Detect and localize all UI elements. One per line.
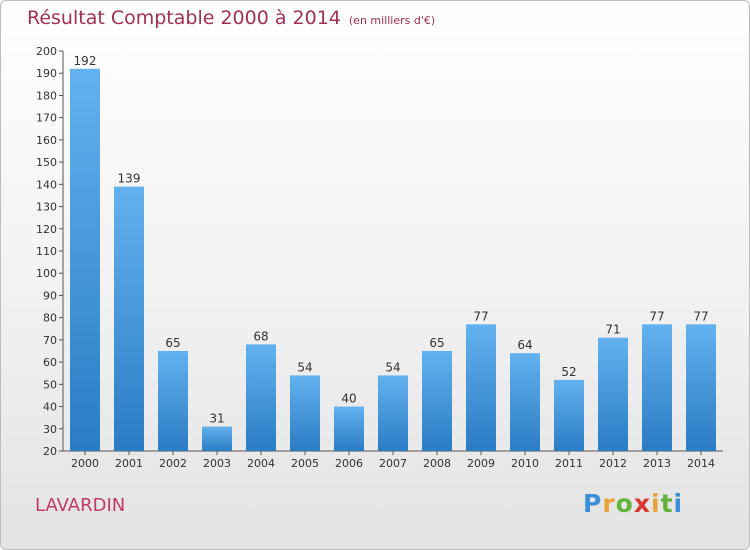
- x-tick-label: 2003: [203, 457, 231, 470]
- chart-title-text: Résultat Comptable 2000 à 2014: [27, 7, 341, 29]
- bar: [598, 337, 628, 451]
- y-tick-label: 140: [36, 178, 57, 191]
- logo-letter: t: [660, 489, 674, 518]
- data-label: 52: [561, 365, 576, 379]
- proxiti-logo: Proxiti: [583, 489, 683, 518]
- data-label: 77: [473, 309, 488, 323]
- bar: [686, 324, 716, 451]
- x-tick-label: 2013: [643, 457, 671, 470]
- y-tick-label: 110: [36, 245, 57, 258]
- data-labels: 192 139 65 31 68 54 40 54 65 77 64 52 71 77 77: [74, 54, 709, 426]
- x-tick-label: 2007: [379, 457, 407, 470]
- data-label: 65: [165, 336, 180, 350]
- data-label: 77: [649, 309, 664, 323]
- y-tick-label: 60: [43, 356, 57, 369]
- data-label: 139: [118, 172, 141, 186]
- y-tick-label: 50: [43, 378, 57, 391]
- bar: [70, 68, 100, 452]
- bar: [202, 426, 232, 451]
- data-label: 68: [253, 329, 268, 343]
- bar: [334, 406, 364, 451]
- bar: [466, 324, 496, 451]
- logo-letter: i: [651, 489, 661, 518]
- data-label: 54: [297, 360, 312, 374]
- data-label: 31: [209, 412, 224, 426]
- x-tick-label: 2011: [555, 457, 583, 470]
- chart-subtitle: (en milliers d'€): [348, 14, 436, 27]
- data-label: 65: [429, 336, 444, 350]
- x-tick-label: 2009: [467, 457, 495, 470]
- x-tick-label: 2001: [115, 457, 143, 470]
- data-label: 40: [341, 392, 356, 406]
- commune-name: LAVARDIN: [35, 495, 126, 516]
- bar: [642, 324, 672, 451]
- y-tick-label: 160: [36, 134, 57, 147]
- bar: [422, 351, 452, 451]
- x-axis: 2000 2001 2002 2003 2004 2005 2006 2007 2008 2009…: [63, 450, 723, 470]
- x-tick-label: 2004: [247, 457, 275, 470]
- bar: [510, 353, 540, 451]
- x-tick-label: 2002: [159, 457, 187, 470]
- y-tick-label: 90: [43, 289, 57, 302]
- chart-title: Résultat Comptable 2000 à 2014 (en millie…: [27, 7, 435, 29]
- y-tick-label: 180: [36, 89, 57, 102]
- y-tick-label: 120: [36, 223, 57, 236]
- data-label: 64: [517, 338, 532, 352]
- y-tick-label: 80: [43, 312, 57, 325]
- data-label: 192: [74, 54, 97, 68]
- logo-letter: x: [633, 489, 651, 518]
- bar: [290, 375, 320, 451]
- x-tick-label: 2010: [511, 457, 539, 470]
- logo-letter: i: [673, 489, 684, 518]
- bar: [554, 379, 584, 451]
- y-axis: 20 30 40 50 60 70 80 90 100 110 120 130 140 150 160 170…: [36, 45, 64, 458]
- bar: [378, 375, 408, 451]
- bar-chart: 20 30 40 50 60 70 80 90 100 110 120 130 140 150 160 170…: [36, 45, 723, 470]
- bars: [70, 68, 716, 452]
- data-label: 71: [605, 323, 620, 337]
- y-tick-label: 150: [36, 156, 57, 169]
- y-tick-label: 40: [43, 401, 57, 414]
- bar: [114, 186, 144, 452]
- x-tick-label: 2000: [71, 457, 99, 470]
- y-tick-label: 170: [36, 112, 57, 125]
- y-tick-label: 30: [43, 423, 57, 436]
- bar: [246, 344, 276, 451]
- x-tick-label: 2014: [687, 457, 715, 470]
- y-tick-label: 100: [36, 267, 57, 280]
- data-label: 77: [693, 309, 708, 323]
- bar: [158, 351, 188, 451]
- y-tick-label: 70: [43, 334, 57, 347]
- y-tick-label: 130: [36, 201, 57, 214]
- y-tick-label: 190: [36, 67, 57, 80]
- y-tick-label: 200: [36, 45, 57, 58]
- y-tick-label: 20: [43, 445, 57, 458]
- logo-letter: o: [615, 489, 634, 518]
- x-tick-label: 2008: [423, 457, 451, 470]
- logo-letter: P: [583, 489, 603, 518]
- x-tick-label: 2012: [599, 457, 627, 470]
- logo-letter: r: [602, 489, 616, 518]
- data-label: 54: [385, 360, 400, 374]
- x-tick-label: 2006: [335, 457, 363, 470]
- x-tick-label: 2005: [291, 457, 319, 470]
